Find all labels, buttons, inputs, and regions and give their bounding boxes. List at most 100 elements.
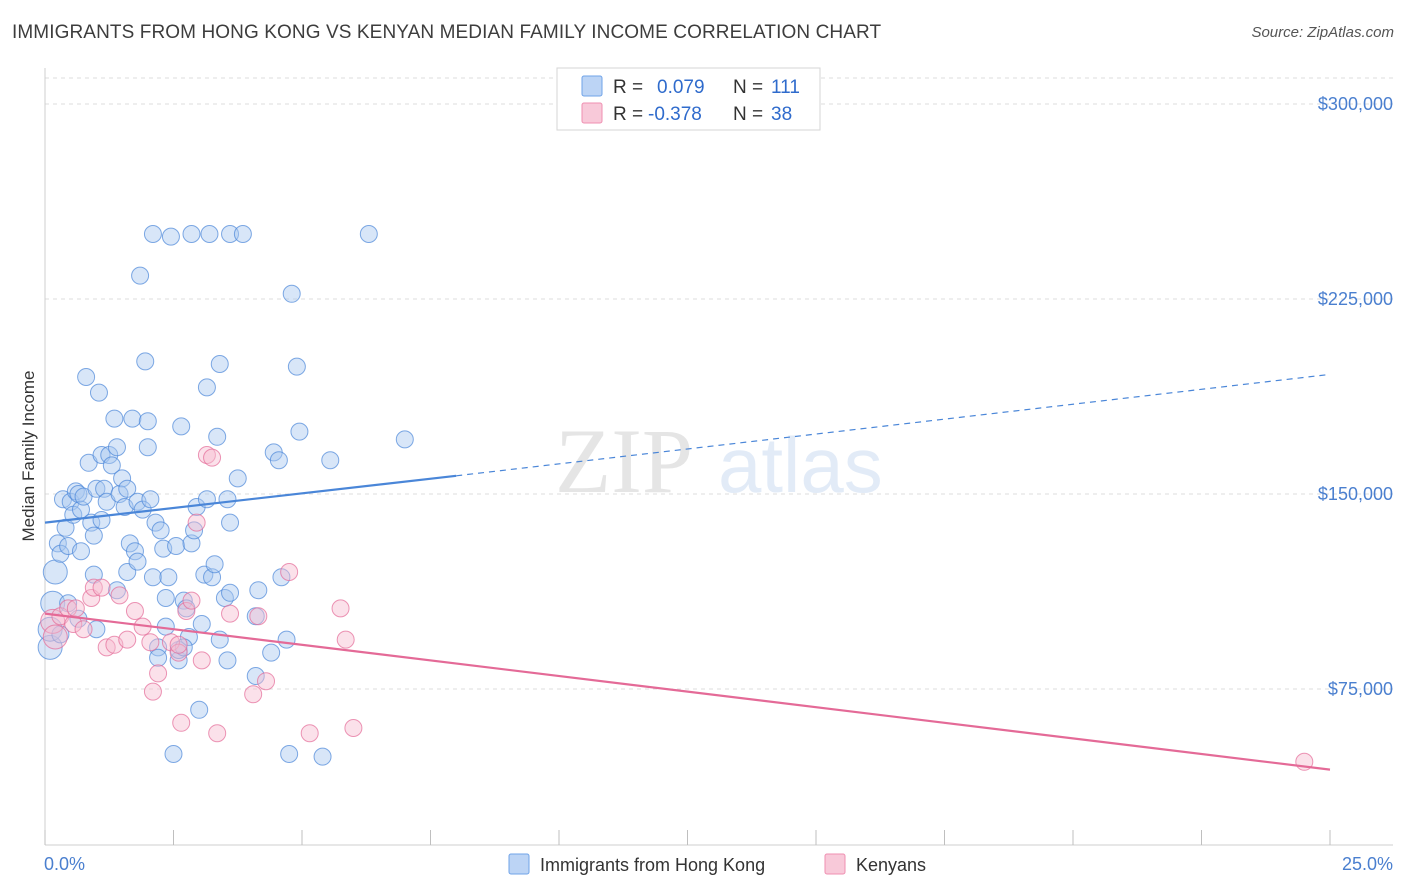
legend-bottom-label-hongkong: Immigrants from Hong Kong (540, 855, 765, 875)
hongkong-point-100 (359, 225, 378, 243)
hongkong-point-101 (395, 430, 414, 449)
hongkong-point-106 (107, 581, 126, 600)
hongkong-point-68 (190, 700, 209, 719)
hongkong-point-57 (167, 537, 186, 555)
hongkong-point-108 (156, 589, 175, 607)
watermark-zip: ZIP (555, 410, 693, 512)
hongkong-point-20 (87, 479, 106, 498)
data-points (37, 225, 1314, 771)
hongkong-point-32 (113, 469, 132, 488)
series-1 (40, 446, 1314, 771)
hongkong-point-56 (164, 745, 183, 763)
hongkong-point-55 (161, 227, 180, 246)
kenyans-point-18 (149, 664, 168, 683)
trend-lines (44, 373, 1331, 771)
hongkong-point-30 (107, 438, 126, 457)
hongkong-point-96 (287, 357, 306, 376)
y-axis-tick-labels: $75,000 $150,000 $225,000 $300,000 (1318, 94, 1393, 699)
hongkong-point-50 (149, 648, 168, 667)
kenyans-point-12 (110, 586, 129, 605)
hongkong-point-69 (192, 615, 211, 633)
hongkong-point-44 (138, 438, 157, 457)
y-tick-label-2: $225,000 (1318, 289, 1393, 309)
legend-bottom-swatch-hongkong (508, 853, 530, 875)
kenyans-point-4 (64, 615, 83, 633)
hongkong-trend-dashed (456, 373, 1331, 477)
hongkong-point-93 (277, 630, 296, 649)
hongkong-point-98 (313, 747, 332, 766)
hongkong-point-83 (221, 225, 240, 243)
hongkong-point-19 (84, 526, 103, 545)
hongkong-point-85 (233, 225, 252, 243)
hongkong-point-24 (92, 511, 111, 529)
kenyans-point-32 (249, 607, 268, 626)
watermark: ZIP atlas (555, 410, 883, 512)
x-tick-label-0: 0.0% (44, 854, 85, 874)
hongkong-point-64 (182, 225, 201, 243)
chart-title: IMMIGRANTS FROM HONG KONG VS KENYAN MEDI… (12, 22, 882, 43)
hongkong-point-51 (151, 521, 170, 540)
hongkong-point-94 (280, 745, 299, 763)
kenyans-point-28 (203, 448, 222, 467)
hongkong-point-60 (172, 417, 191, 436)
hongkong-point-46 (143, 568, 162, 587)
legend-bottom: Immigrants from Hong Kong Kenyans (508, 853, 926, 875)
source-credit: Source: ZipAtlas.com (1251, 24, 1394, 41)
hongkong-point-3 (42, 559, 68, 585)
kenyans-point-24 (182, 591, 201, 610)
legend-r-label-kenyans: R = (613, 104, 643, 125)
kenyans-point-16 (141, 633, 160, 652)
kenyans-point-14 (125, 602, 144, 620)
kenyans-trend (44, 612, 1331, 771)
hongkong-point-4 (48, 534, 67, 553)
y-axis-title: Median Family Income (19, 370, 38, 541)
hongkong-point-89 (262, 643, 281, 662)
hongkong-point-95 (282, 284, 301, 303)
hongkong-point-71 (197, 378, 216, 397)
hongkong-trend-solid (44, 474, 457, 524)
kenyans-point-21 (169, 635, 188, 654)
series-0 (37, 225, 414, 766)
hongkong-point-81 (221, 513, 240, 532)
kenyans-point-30 (221, 604, 240, 623)
legend-swatch-kenyans (581, 102, 603, 124)
hongkong-point-29 (105, 409, 124, 428)
kenyans-point-23 (177, 602, 196, 620)
kenyans-point-25 (187, 513, 206, 532)
kenyans-point-13 (118, 630, 137, 649)
hongkong-point-22 (89, 383, 108, 402)
hongkong-point-40 (131, 266, 150, 285)
legend-n-value-kenyans: 38 (771, 104, 792, 125)
hongkong-point-84 (228, 469, 247, 488)
hongkong-point-12 (69, 485, 88, 503)
y-tick-label-1: $150,000 (1318, 484, 1393, 504)
legend-r-value-hongkong: 0.079 (657, 77, 705, 98)
legend-swatch-hongkong (581, 75, 603, 97)
y-tick-label-0: $75,000 (1328, 679, 1393, 699)
x-axis-tick-labels: 0.0% 25.0% (44, 854, 1393, 874)
legend-bottom-swatch-kenyans (824, 853, 846, 875)
hongkong-point-63 (179, 628, 198, 646)
watermark-atlas: atlas (718, 421, 883, 509)
hongkong-point-75 (205, 555, 224, 574)
y-tick-label-3: $300,000 (1318, 94, 1393, 114)
hongkong-point-16 (77, 368, 96, 386)
hongkong-point-107 (128, 552, 147, 571)
hongkong-point-97 (290, 422, 309, 441)
legend-bottom-label-kenyans: Kenyans (856, 855, 926, 875)
kenyans-point-17 (143, 682, 162, 701)
hongkong-point-13 (71, 542, 90, 561)
hongkong-point-54 (159, 568, 178, 587)
hongkong-point-79 (218, 651, 237, 670)
legend-n-value-hongkong: 111 (771, 77, 800, 98)
kenyans-point-26 (192, 651, 211, 670)
kenyans-point-27 (197, 446, 216, 464)
kenyans-point-31 (244, 685, 263, 704)
hongkong-point-88 (249, 581, 268, 600)
hongkong-point-91 (269, 451, 288, 470)
kenyans-point-36 (331, 599, 350, 618)
hongkong-point-43 (138, 412, 157, 431)
kenyans-point-38 (344, 719, 363, 737)
kenyans-point-37 (336, 630, 355, 649)
